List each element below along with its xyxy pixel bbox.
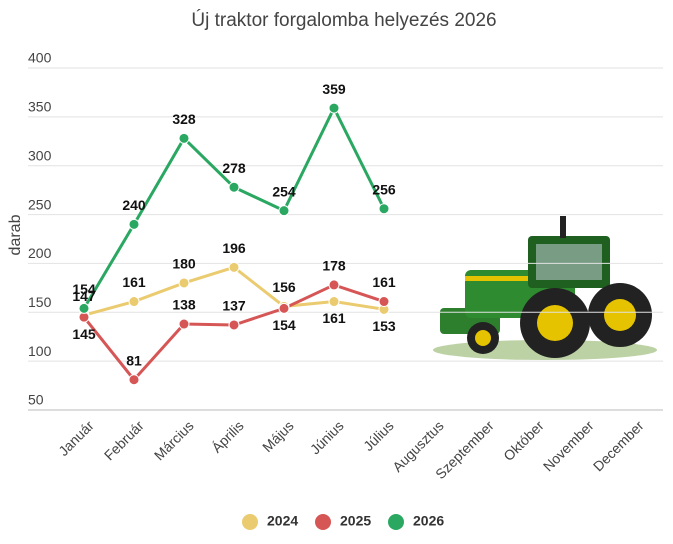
value-label: 178 (322, 258, 346, 274)
x-tick-label: Október (500, 417, 547, 464)
legend-label: 2024 (267, 513, 298, 529)
value-label: 254 (272, 183, 296, 199)
point (128, 296, 140, 308)
point (228, 319, 240, 331)
x-tick-label: Január (55, 417, 97, 459)
point (378, 296, 390, 308)
value-label: 154 (72, 281, 96, 297)
y-tick-label: 350 (28, 99, 52, 115)
value-label: 256 (372, 181, 396, 197)
value-label: 196 (222, 240, 246, 256)
value-label: 147 (72, 288, 96, 304)
value-label: 137 (222, 298, 246, 314)
legend-marker (315, 514, 331, 530)
x-tick-label: Május (259, 417, 297, 455)
point (228, 181, 240, 193)
value-label: 145 (72, 326, 96, 342)
point (278, 205, 290, 217)
legend-label: 2026 (413, 513, 444, 529)
y-tick-label: 100 (28, 343, 52, 359)
y-tick-label: 300 (28, 147, 52, 163)
y-axis-title: darab (7, 214, 24, 255)
x-tick-label: Március (151, 417, 197, 463)
point (178, 318, 190, 330)
y-tick-label: 150 (28, 294, 52, 310)
point (178, 132, 190, 144)
value-label: 359 (322, 81, 346, 97)
tractor-image (433, 216, 657, 360)
legend-marker (388, 514, 404, 530)
point (128, 374, 140, 386)
point (78, 302, 90, 314)
value-label: 156 (272, 279, 296, 295)
legend-marker (242, 514, 258, 530)
value-label: 161 (122, 274, 146, 290)
value-label: 138 (172, 297, 196, 313)
y-tick-label: 50 (28, 392, 44, 408)
point (378, 203, 390, 215)
value-label: 328 (172, 111, 196, 127)
point (328, 279, 340, 291)
value-label: 154 (272, 317, 296, 333)
point (328, 102, 340, 114)
y-tick-label: 200 (28, 245, 52, 261)
point (228, 261, 240, 273)
value-label: 153 (372, 318, 396, 334)
chart-title: Új traktor forgalomba helyezés 2026 (191, 9, 496, 31)
x-tick-label: November (540, 417, 597, 474)
x-tick-label: Június (307, 417, 347, 457)
x-tick-label: Február (101, 417, 147, 463)
value-label: 240 (122, 197, 146, 213)
y-tick-label: 400 (28, 50, 52, 66)
point (278, 302, 290, 314)
value-label: 81 (126, 352, 142, 368)
value-label: 180 (172, 256, 196, 272)
y-tick-label: 250 (28, 196, 52, 212)
legend-label: 2025 (340, 513, 371, 529)
point (328, 296, 340, 308)
value-label: 161 (322, 310, 346, 326)
x-tick-label: December (590, 417, 647, 474)
value-label: 278 (222, 160, 246, 176)
x-tick-label: Április (208, 417, 246, 455)
value-label: 161 (372, 274, 396, 290)
point (178, 277, 190, 289)
x-tick-label: Július (360, 417, 397, 454)
point (128, 218, 140, 230)
